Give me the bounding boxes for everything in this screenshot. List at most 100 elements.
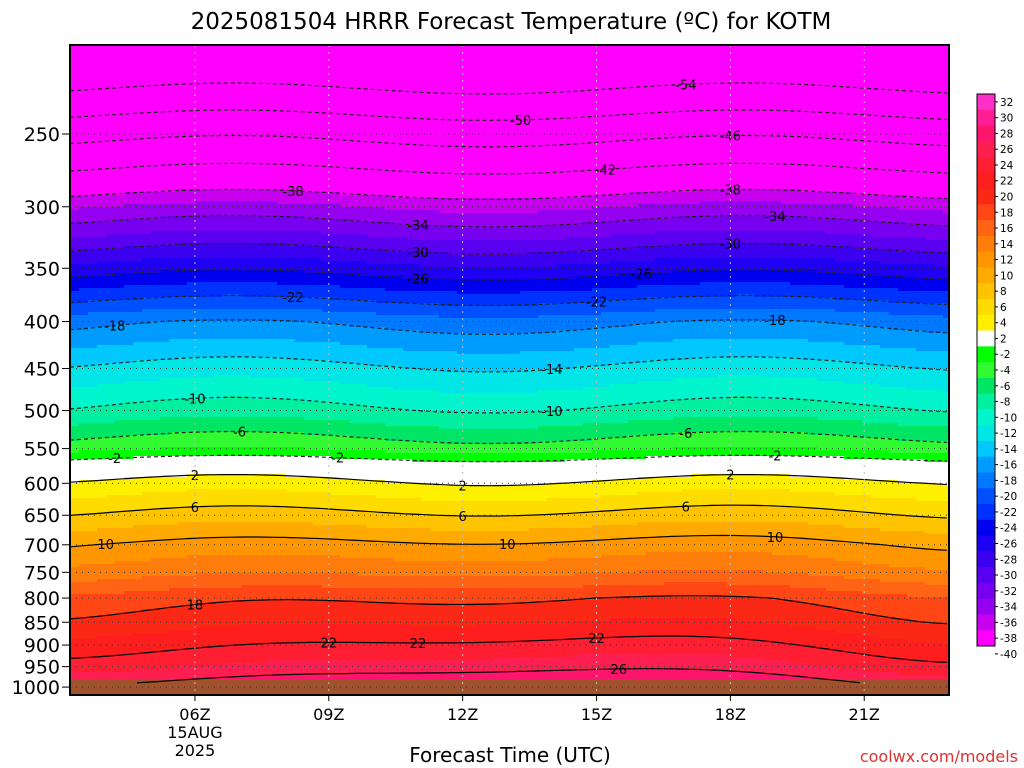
contour-label: -6 <box>679 427 692 442</box>
contour-label: 10 <box>767 531 784 546</box>
colorbar-swatch <box>977 362 995 379</box>
y-tick-label: 350 <box>24 258 60 280</box>
colorbar-label: -36 <box>1000 617 1017 629</box>
contour-label: -30 <box>720 238 741 253</box>
contour-label: -18 <box>104 320 125 335</box>
colorbar-swatch <box>977 94 995 111</box>
contour-label: 6 <box>459 510 467 525</box>
contour-line <box>70 109 947 121</box>
colorbar-label: -38 <box>1000 633 1017 645</box>
contour-line <box>70 504 947 519</box>
plot-frame <box>69 44 950 696</box>
colorbar-label: -30 <box>1000 570 1017 582</box>
y-tick-label: 750 <box>24 562 60 584</box>
colorbar-swatch <box>977 551 995 568</box>
colorbar-label: -16 <box>1000 460 1017 472</box>
colorbar-label: -6 <box>1000 381 1011 393</box>
contour-line <box>70 474 947 487</box>
colorbar-swatch <box>977 504 995 521</box>
contour-line <box>70 430 947 445</box>
x-tick-date: 15AUG <box>167 723 222 742</box>
contour-label: 22 <box>588 632 605 647</box>
contour-label: 10 <box>97 538 114 553</box>
contour-label: -6 <box>233 426 246 441</box>
colorbar-swatch <box>977 283 995 300</box>
colorbar-label: 4 <box>1000 318 1007 330</box>
y-tick-label: 300 <box>24 197 60 219</box>
x-tick-year: 2025 <box>175 741 216 760</box>
contour-label: -38 <box>720 184 741 199</box>
colorbar-swatch <box>977 251 995 268</box>
contour-line <box>70 162 947 175</box>
contour-line <box>70 188 947 200</box>
colorbar-label: -22 <box>1000 507 1017 519</box>
contour-line <box>70 595 947 625</box>
contour-line <box>136 668 860 684</box>
ground-region <box>70 679 949 695</box>
contour-label: -26 <box>631 267 652 282</box>
y-tick-label: 650 <box>24 505 60 527</box>
x-tick-label: 09Z <box>313 705 344 724</box>
contour-label: 26 <box>611 663 628 678</box>
colorbar-label: -10 <box>1000 412 1017 424</box>
x-axis-label: Forecast Time (UTC) <box>409 743 611 767</box>
contour-line <box>70 134 947 148</box>
y-tick-label: 450 <box>24 359 60 381</box>
contour-line <box>70 214 947 228</box>
colorbar-label: 2 <box>1000 333 1007 345</box>
contour-label: -54 <box>675 78 696 93</box>
y-tick-label: 600 <box>24 473 60 495</box>
contour-label: -2 <box>331 452 344 467</box>
colorbar-swatch <box>977 299 995 316</box>
contour-label: -14 <box>541 363 562 378</box>
colorbar-swatch <box>977 409 995 426</box>
contour-label: -18 <box>764 314 785 329</box>
colorbar-label: 30 <box>1000 113 1013 125</box>
contour-line <box>70 534 947 551</box>
colorbar-swatch <box>977 598 995 615</box>
colorbar-label: -26 <box>1000 538 1017 550</box>
x-tick-label: 18Z <box>715 705 746 724</box>
contour-line <box>70 82 947 95</box>
contour-line <box>70 454 947 463</box>
contour-line <box>70 635 947 663</box>
colorbar-swatch <box>977 440 995 458</box>
chart-title: 2025081504 HRRR Forecast Temperature (ºC… <box>191 9 832 35</box>
y-tick-label: 700 <box>24 535 60 557</box>
colorbar-swatch <box>977 567 995 584</box>
contour-line <box>70 294 947 306</box>
colorbar-label: 12 <box>1000 255 1013 267</box>
contour-label: -2 <box>769 450 782 465</box>
colorbar-swatch <box>977 204 995 221</box>
colorbar-swatch <box>977 614 995 631</box>
colorbar-swatch <box>977 141 995 158</box>
colorbar-label: 16 <box>1000 223 1014 235</box>
colorbar-label: 8 <box>1000 286 1007 298</box>
colorbar-swatch <box>977 267 995 284</box>
colorbar-swatch <box>977 125 995 142</box>
colorbar-swatch <box>977 220 995 237</box>
contour-label: -34 <box>764 210 785 225</box>
contour-label: -34 <box>407 219 428 234</box>
colorbar-swatch <box>977 346 995 363</box>
colorbar-label: 26 <box>1000 144 1014 156</box>
contour-label: 6 <box>682 500 690 515</box>
y-tick-label: 850 <box>24 612 60 634</box>
contour-line <box>70 242 947 255</box>
colorbar-label: -34 <box>1000 602 1017 614</box>
x-tick-label: 15Z <box>581 705 612 724</box>
colorbar-label: 24 <box>1000 160 1014 172</box>
colorbar-label: 28 <box>1000 128 1013 140</box>
colorbar-swatch <box>977 425 995 442</box>
contour-label: 22 <box>321 636 338 651</box>
colorbar-label: 32 <box>1000 97 1013 109</box>
colorbar-label: 6 <box>1000 302 1007 314</box>
colorbar-swatch <box>977 330 995 347</box>
x-tick-label: 12Z <box>447 705 478 724</box>
colorbar-swatch <box>977 172 995 190</box>
colorbar-label: -2 <box>1000 349 1010 361</box>
colorbar-label: -4 <box>1000 365 1011 377</box>
colorbar-swatch <box>977 488 995 505</box>
colorbar-swatch <box>977 582 995 600</box>
